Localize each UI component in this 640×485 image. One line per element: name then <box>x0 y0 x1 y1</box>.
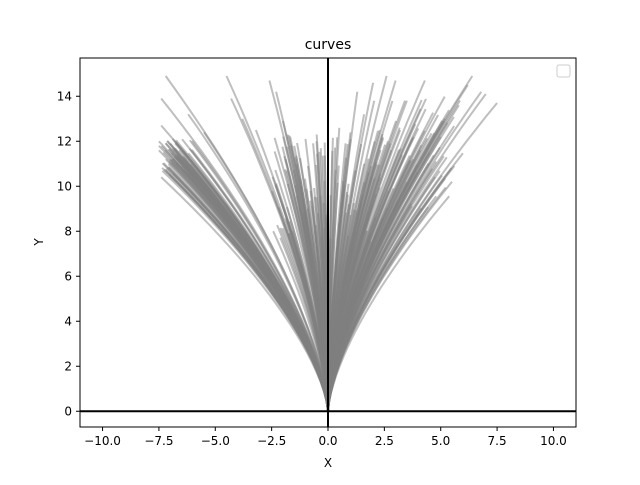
curve-line <box>164 169 329 412</box>
curve-line <box>203 131 329 412</box>
curve-line <box>327 80 426 412</box>
x-tick-label: −7.5 <box>144 434 173 448</box>
x-tick-label: 7.5 <box>488 434 507 448</box>
curve-line <box>327 75 474 412</box>
curves-layer <box>158 75 498 412</box>
curve-line <box>191 172 329 412</box>
curve-line <box>254 129 329 412</box>
y-tick-label: 2 <box>64 359 72 373</box>
legend-box <box>556 64 571 78</box>
y-tick-label: 12 <box>57 134 72 148</box>
y-tick-label: 10 <box>57 179 72 193</box>
x-tick-label: 2.5 <box>375 434 394 448</box>
y-tick-label: 0 <box>64 404 72 418</box>
curve-line <box>160 97 329 412</box>
x-tick-label: −10.0 <box>84 434 121 448</box>
y-tick-label: 4 <box>64 314 72 328</box>
curve-line <box>327 93 487 412</box>
chart-title: curves <box>305 37 352 53</box>
x-tick-label: 0.0 <box>318 434 337 448</box>
x-tick-label: −5.0 <box>201 434 230 448</box>
x-axis-label: X <box>324 456 332 470</box>
y-tick-label: 6 <box>64 269 72 283</box>
curve-line <box>327 80 397 412</box>
x-tick-label: 10.0 <box>540 434 567 448</box>
y-ticks: 0 2 4 6 8 10 12 14 <box>57 89 80 418</box>
y-tick-label: 8 <box>64 224 72 238</box>
y-axis-label: Y <box>32 238 46 247</box>
x-tick-label: −2.5 <box>257 434 286 448</box>
curve-line <box>327 102 498 412</box>
y-tick-label: 14 <box>57 89 72 103</box>
x-ticks: −10.0 −7.5 −5.0 −2.5 0.0 2.5 5.0 7.5 10.0 <box>84 427 567 448</box>
x-tick-label: 5.0 <box>431 434 450 448</box>
reference-layer <box>80 58 576 427</box>
